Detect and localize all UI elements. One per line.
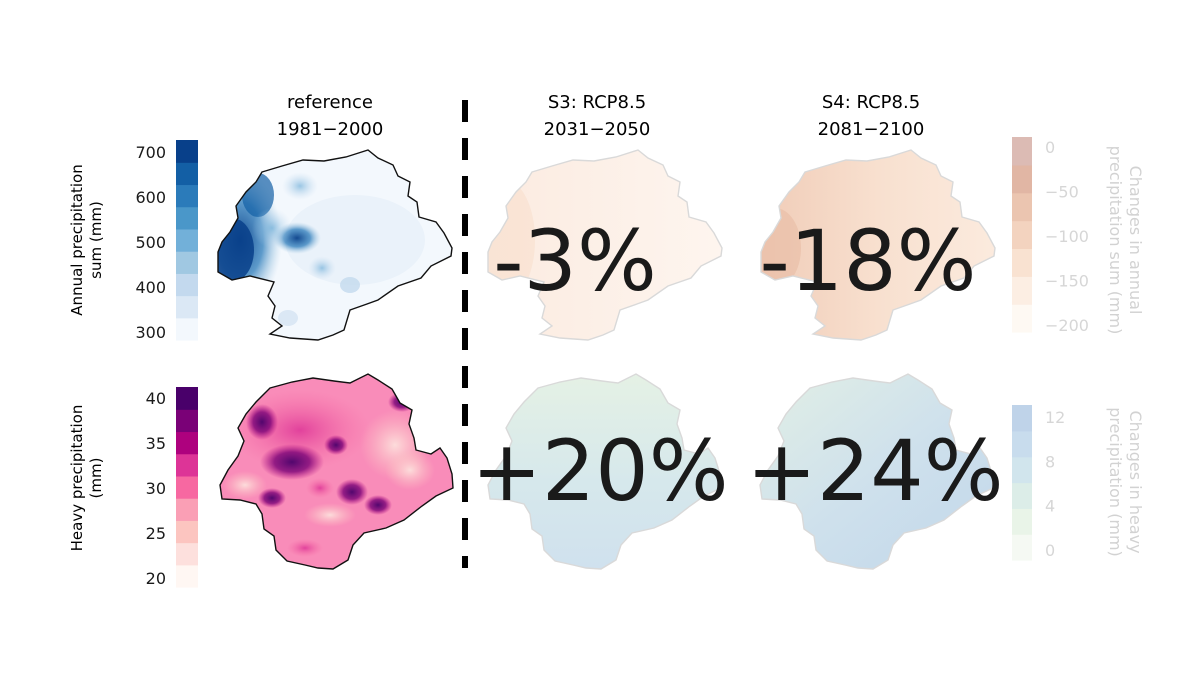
colorbar-annual-change: 0 −50 −100 −150 −200	[1012, 137, 1089, 335]
colorbar-annual-reference-tick-label: 400	[135, 278, 166, 297]
colorbar-heavy-change-tick-label: 12	[1045, 408, 1065, 427]
colorbar-heavy-reference-swatch	[176, 564, 198, 588]
column-title-s4-line2: 2081−2100	[818, 119, 925, 140]
colorbar-annual-reference-swatch	[176, 206, 198, 230]
column-title-s4-line1: S4: RCP8.5	[822, 92, 920, 113]
colorbar-heavy-change: 12 8 4 0	[1012, 405, 1065, 561]
row-label-heavy-line1: Heavy precipitation	[68, 405, 86, 552]
colorbar-heavy-change-swatch	[1012, 405, 1032, 432]
colorbar-annual-reference-swatch	[176, 184, 198, 208]
colorbar-annual-change-swatch	[1012, 220, 1032, 250]
colorbar-heavy-reference-swatch	[176, 431, 198, 455]
colorbar-heavy-change-tick-label: 0	[1045, 541, 1055, 560]
colorbar-annual-change-label-line2: precipitation sum (mm)	[1106, 146, 1125, 335]
colorbar-heavy-change-swatch	[1012, 482, 1032, 509]
colorbar-annual-change-tick-label: 0	[1045, 138, 1055, 157]
change-label-heavy-s4: +24%	[746, 422, 1003, 520]
colorbar-heavy-reference-swatch	[176, 498, 198, 521]
colorbar-annual-reference: 700 600 500 400 300	[135, 140, 198, 342]
colorbar-heavy-change-swatch	[1012, 430, 1032, 458]
column-title-s4: S4: RCP8.5 2081−2100	[818, 92, 925, 140]
colorbar-annual-reference-swatch	[176, 162, 198, 186]
map-annual-reference	[217, 149, 453, 341]
colorbar-heavy-change-label-line1: Changes in heavy	[1126, 410, 1145, 553]
colorbar-heavy-change-tick-label: 8	[1045, 452, 1055, 471]
colorbar-heavy-reference-tick-label: 20	[146, 569, 166, 588]
colorbar-annual-change-tick-label: −150	[1045, 272, 1089, 291]
row-label-annual-line2: sum (mm)	[87, 201, 105, 279]
colorbar-heavy-change-label: Changes in heavy precipitation (mm)	[1106, 407, 1145, 557]
colorbar-annual-change-swatch	[1012, 276, 1032, 305]
change-label-heavy-s3: +20%	[471, 422, 728, 520]
change-label-annual-s4: -18%	[759, 212, 976, 310]
column-title-s3-line1: S3: RCP8.5	[548, 92, 646, 113]
colorbar-annual-reference-swatch	[176, 140, 198, 163]
colorbar-annual-change-tick-label: −100	[1045, 227, 1089, 246]
colorbar-annual-reference-tick-label: 600	[135, 188, 166, 207]
colorbar-heavy-reference-swatch	[176, 475, 198, 499]
colorbar-annual-reference-swatch	[176, 251, 198, 274]
colorbar-annual-change-tick-label: −200	[1045, 316, 1089, 335]
change-label-annual-s3: -3%	[493, 212, 657, 310]
colorbar-annual-reference-swatch	[176, 228, 198, 252]
colorbar-annual-change-swatch	[1012, 192, 1032, 222]
colorbar-annual-reference-swatch	[176, 295, 198, 319]
colorbar-annual-reference-swatch	[176, 273, 198, 297]
colorbar-heavy-change-swatch	[1012, 508, 1032, 535]
colorbar-heavy-reference-swatch	[176, 453, 198, 477]
colorbar-heavy-change-label-line2: precipitation (mm)	[1106, 407, 1125, 557]
column-title-reference-line2: 1981−2000	[277, 119, 384, 140]
colorbar-annual-reference-tick-label: 700	[135, 143, 166, 162]
colorbar-heavy-change-swatch	[1012, 456, 1032, 484]
map-heavy-reference	[219, 373, 454, 570]
colorbar-annual-reference-tick-label: 500	[135, 233, 166, 252]
row-label-annual-line1: Annual precipitation	[68, 164, 86, 315]
colorbar-heavy-reference-tick-label: 40	[146, 389, 166, 408]
colorbar-annual-reference-tick-label: 300	[135, 323, 166, 342]
row-label-heavy-line2: (mm)	[87, 458, 105, 499]
colorbar-annual-change-swatch	[1012, 137, 1032, 166]
colorbar-annual-change-swatch	[1012, 164, 1032, 194]
column-title-reference: reference 1981−2000	[277, 92, 384, 140]
colorbar-heavy-reference-swatch	[176, 542, 198, 566]
column-title-s3-line2: 2031−2050	[544, 119, 651, 140]
colorbar-annual-change-swatch	[1012, 304, 1032, 333]
colorbar-heavy-reference: 40 35 30 25 20	[146, 387, 198, 588]
colorbar-heavy-reference-tick-label: 35	[146, 434, 166, 453]
colorbar-heavy-reference-swatch	[176, 520, 198, 544]
colorbar-heavy-change-swatch	[1012, 534, 1032, 561]
row-label-heavy: Heavy precipitation (mm)	[68, 405, 105, 552]
colorbar-annual-reference-swatch	[176, 317, 198, 341]
colorbar-annual-change-swatch	[1012, 248, 1032, 277]
colorbar-heavy-change-tick-label: 4	[1045, 497, 1055, 516]
column-title-reference-line1: reference	[287, 92, 373, 113]
colorbar-annual-change-tick-label: −50	[1045, 183, 1079, 202]
colorbar-heavy-reference-swatch	[176, 409, 198, 433]
colorbar-heavy-reference-swatch	[176, 387, 198, 410]
column-title-s3: S3: RCP8.5 2031−2050	[544, 92, 651, 140]
colorbar-heavy-reference-tick-label: 30	[146, 479, 166, 498]
colorbar-annual-change-label: Changes in annual precipitation sum (mm)	[1106, 146, 1145, 335]
colorbar-annual-change-label-line1: Changes in annual	[1126, 166, 1145, 315]
colorbar-heavy-reference-tick-label: 25	[146, 524, 166, 543]
row-label-annual: Annual precipitation sum (mm)	[68, 164, 105, 315]
